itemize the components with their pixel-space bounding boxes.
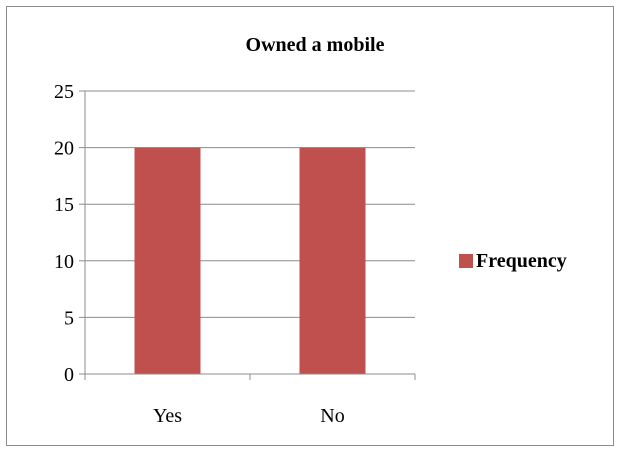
chart-title: Owned a mobile — [246, 34, 385, 56]
y-tick-label: 10 — [54, 251, 74, 273]
legend-swatch-frequency — [459, 254, 473, 268]
bar-yes — [134, 147, 201, 374]
bar-no — [299, 147, 366, 374]
x-tick-label: Yes — [153, 405, 182, 427]
bars — [134, 147, 366, 374]
axes: 0 5 10 15 20 25 Yes No — [54, 81, 416, 427]
y-tick-label: 25 — [54, 81, 74, 103]
y-tick-label: 5 — [64, 307, 74, 329]
x-tick-label: No — [320, 405, 344, 427]
y-tick-label: 15 — [54, 194, 74, 216]
y-tick-label: 20 — [54, 138, 74, 160]
legend-label-frequency: Frequency — [476, 250, 567, 272]
y-tick-label: 0 — [64, 364, 74, 386]
legend: Frequency — [459, 250, 567, 272]
